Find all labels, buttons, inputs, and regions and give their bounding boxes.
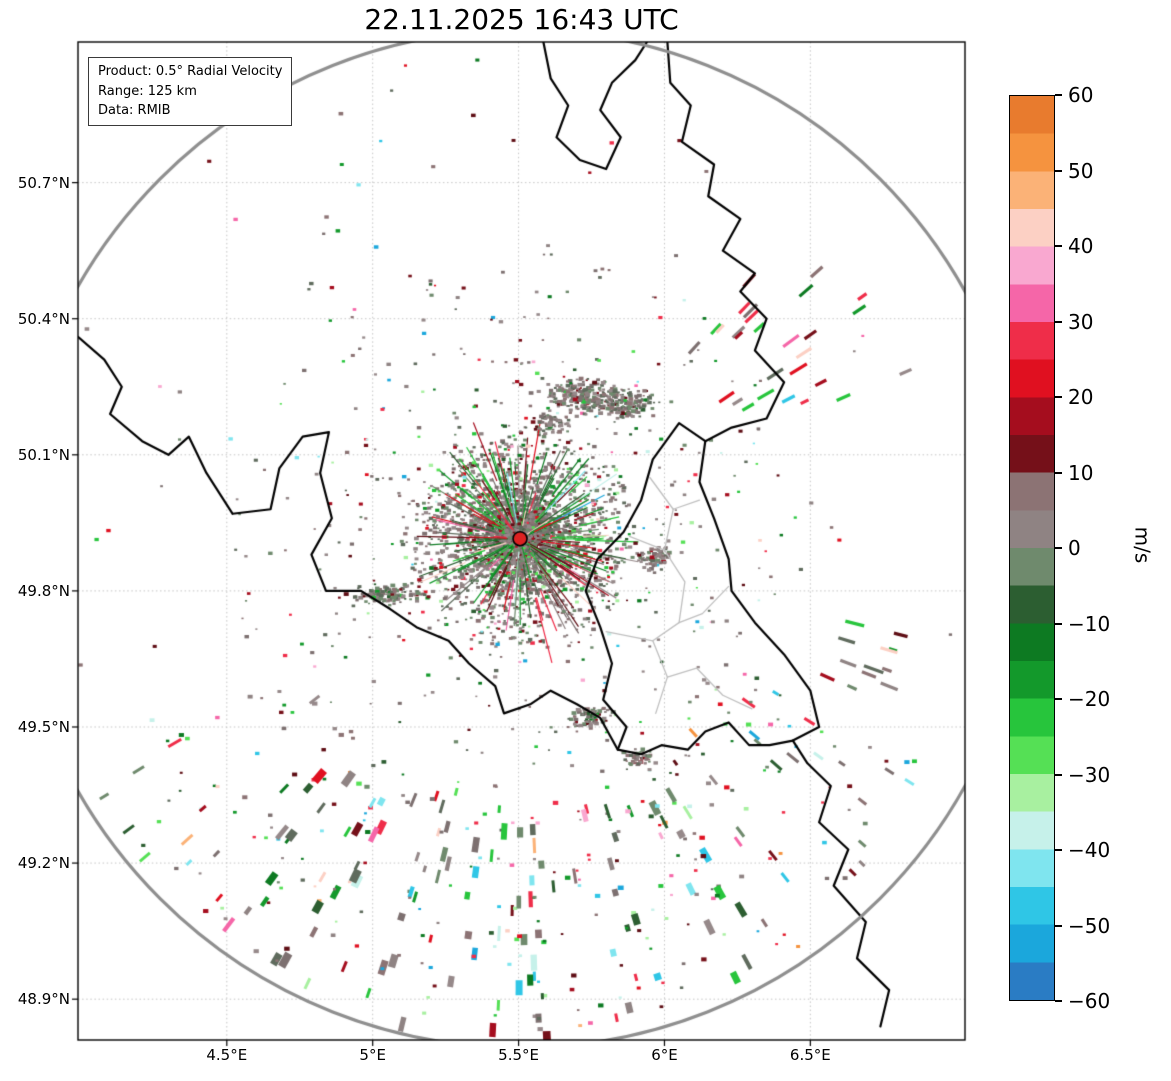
colorbar-tick-label: −20 [1068,687,1111,711]
colorbar-tick-mark [1055,773,1062,776]
colorbar-tick-label: 60 [1068,83,1094,107]
colorbar-tick-label: −30 [1068,762,1111,787]
x-tick-label: 5.5°E [498,1046,539,1064]
colorbar-tick-label: 30 [1068,309,1094,334]
x-tick-label: 5°E [359,1046,386,1064]
y-tick-label: 49.2°N [17,854,70,873]
colorbar-tick-label: −50 [1068,913,1111,938]
colorbar-tick-mark [1055,396,1062,398]
x-tick-label: 6.5°E [789,1046,831,1064]
colorbar-tick-mark [1055,698,1062,700]
y-tick-label: 50.1°N [17,445,70,464]
info-data-source-line: Data: RMIB [98,103,171,118]
colorbar-tick-mark [1055,320,1062,323]
x-tick-label: 4.5°E [206,1046,248,1064]
product-info-box: Product: 0.5° Radial Velocity Range: 125… [88,57,293,126]
colorbar-tick-label: −10 [1068,611,1111,636]
colorbar-tick-mark [1055,924,1062,927]
y-tick-label: 49.5°N [17,717,70,736]
y-tick-label: 48.9°N [17,990,70,1009]
colorbar-unit-label: m/s [1130,526,1155,564]
colorbar-tick-mark [1055,169,1062,172]
colorbar-tick-label: 50 [1068,158,1094,183]
colorbar-tick-mark [1055,1000,1062,1002]
colorbar-tick-mark [1055,547,1062,549]
colorbar-tick-mark [1055,94,1062,96]
chart-title: 22.11.2025 16:43 UTC [364,3,679,36]
colorbar-tick-mark [1055,849,1062,851]
colorbar-tick-mark [1055,622,1062,625]
colorbar-tick-label: −40 [1068,838,1111,862]
y-tick-label: 50.7°N [17,173,70,192]
info-range-line: Range: 125 km [98,83,197,99]
colorbar-tick-label: 40 [1068,234,1094,258]
colorbar-tick-label: −60 [1068,989,1111,1013]
colorbar-tick-label: 20 [1068,385,1094,409]
colorbar-tick-mark [1055,471,1062,474]
y-tick-label: 49.8°N [17,581,70,600]
colorbar-tick-label: 10 [1068,460,1094,485]
colorbar-tick-label: 0 [1068,536,1081,560]
colorbar [1009,95,1055,1001]
colorbar-tick-mark [1055,245,1062,247]
y-tick-label: 50.4°N [17,309,70,328]
info-product-line: Product: 0.5° Radial Velocity [98,64,283,79]
x-tick-label: 6°E [651,1046,678,1064]
